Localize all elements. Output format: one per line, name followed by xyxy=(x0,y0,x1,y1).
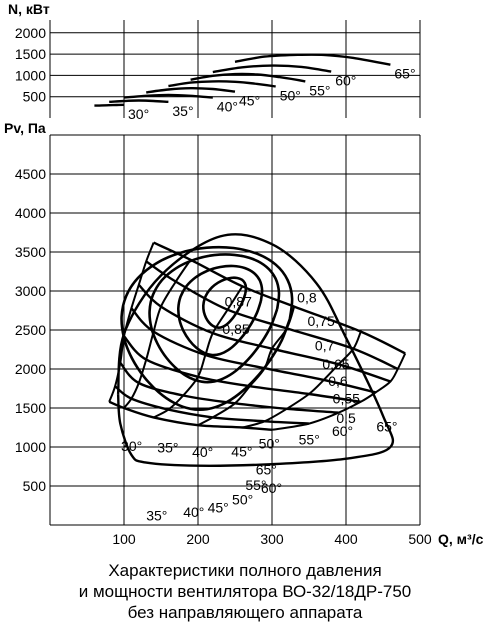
pressure-mesh-ray xyxy=(153,285,244,419)
pressure-envelope xyxy=(116,233,395,467)
efficiency-label: 0,55 xyxy=(333,390,360,406)
pressure-x-tick-label: 100 xyxy=(112,531,136,547)
power-ticks: 500 1000 1500 2000 xyxy=(15,25,46,105)
chart-caption: Характеристики полного давления и мощнос… xyxy=(0,560,490,623)
caption-line-1: Характеристики полного давления xyxy=(108,561,382,580)
pressure-mesh-ray xyxy=(108,242,155,403)
efficiency-label: 0,65 xyxy=(322,356,349,372)
blade-angle-label: 35° xyxy=(146,507,167,523)
power-curve-label: 35° xyxy=(172,103,193,119)
power-curve-label: 65° xyxy=(394,66,415,82)
power-curves xyxy=(94,53,391,107)
blade-angle-label: 50° xyxy=(232,491,253,507)
pressure-ticks: 500 1000 1500 2000 2500 3000 3500 4000 4500 100 20… xyxy=(15,166,432,547)
pressure-angle-labels: 30° 35° 40° 45° 50° 55°60° 65°35° 40° 45°50°55°6… xyxy=(121,418,397,523)
power-plot: 500 1000 1500 2000 30° 35° 40° 45° 50° 55° 60° 65°… xyxy=(8,1,421,122)
blade-angle-label: 35° xyxy=(157,439,178,455)
power-curve xyxy=(146,86,236,94)
pressure-x-tick-label: 300 xyxy=(260,531,284,547)
power-curve xyxy=(190,72,306,83)
pressure-y-tick-label: 1000 xyxy=(15,439,46,455)
efficiency-label: 0,7 xyxy=(315,337,335,353)
pressure-mesh-ray xyxy=(123,259,192,409)
efficiency-contours xyxy=(120,245,294,412)
power-curve-label: 60° xyxy=(335,73,356,89)
efficiency-labels: 0,87 0,85 0,8 0,75 0,7 0,650,60,55 0,5 xyxy=(222,290,360,426)
blade-angle-label: 30° xyxy=(121,438,142,454)
blade-angle-label: 50° xyxy=(259,436,280,452)
power-curve-label: 45° xyxy=(239,93,260,109)
efficiency-label: 0,85 xyxy=(222,321,249,337)
power-y-tick-label: 1000 xyxy=(15,67,46,83)
power-angle-labels: 30° 35° 40° 45° 50° 55° 60° 65° xyxy=(128,66,416,122)
pressure-mesh-ray xyxy=(271,352,407,431)
efficiency-label: 0,8 xyxy=(297,290,317,306)
power-curve xyxy=(109,99,169,103)
power-curve xyxy=(94,103,125,107)
power-curve-label: 55° xyxy=(309,82,330,98)
blade-angle-label: 65° xyxy=(376,418,397,434)
blade-angle-label: 65° xyxy=(256,461,277,477)
pressure-x-axis-title: Q, м³/с xyxy=(438,531,484,547)
efficiency-label: 0,87 xyxy=(225,294,252,310)
pressure-y-tick-label: 4500 xyxy=(15,166,46,182)
power-axis-title: N, кВт xyxy=(8,1,50,17)
pressure-blade-curve xyxy=(153,241,406,355)
blade-angle-label: 60° xyxy=(332,423,353,439)
pressure-blade-curve xyxy=(119,361,339,414)
power-curve xyxy=(234,53,391,66)
pressure-x-tick-label: 500 xyxy=(408,531,432,547)
pressure-y-tick-label: 4000 xyxy=(15,205,46,221)
power-grid xyxy=(49,20,421,118)
power-curve-label: 50° xyxy=(280,87,301,103)
pressure-y-tick-label: 500 xyxy=(23,478,47,494)
pressure-y-tick-label: 2500 xyxy=(15,322,46,338)
pressure-blade-curve xyxy=(137,283,391,383)
power-curve-label: 40° xyxy=(217,99,238,115)
power-curve xyxy=(123,93,213,99)
power-y-tick-label: 1500 xyxy=(15,46,46,62)
caption-line-3: без направляющего аппарата xyxy=(127,603,363,622)
pressure-y-tick-label: 1500 xyxy=(15,400,46,416)
blade-angle-label: 60° xyxy=(261,480,282,496)
pressure-y-axis-title: Pv, Па xyxy=(4,120,46,136)
pressure-y-tick-label: 3000 xyxy=(15,283,46,299)
pressure-blade-curve xyxy=(123,335,361,403)
power-y-tick-label: 500 xyxy=(23,89,47,105)
power-curve xyxy=(212,64,332,74)
power-curve-label: 30° xyxy=(128,106,149,122)
pressure-plot: 500 1000 1500 2000 2500 3000 3500 4000 4500 100 20… xyxy=(4,120,484,547)
power-y-tick-label: 2000 xyxy=(15,25,46,41)
blade-angle-label: 40° xyxy=(192,444,213,460)
pressure-grid xyxy=(49,134,421,526)
blade-angle-label: 45° xyxy=(208,500,229,516)
caption-line-2: и мощности вентилятора ВО-32/18ДР-750 xyxy=(78,582,412,601)
pressure-blade-curve xyxy=(114,385,310,425)
blade-angle-label: 40° xyxy=(183,504,204,520)
pressure-y-tick-label: 3500 xyxy=(15,244,46,260)
power-curve xyxy=(168,80,276,88)
pressure-y-tick-label: 2000 xyxy=(15,361,46,377)
efficiency-label: 0,6 xyxy=(328,373,348,389)
efficiency-label: 0,75 xyxy=(308,313,335,329)
efficiency-contour xyxy=(176,264,264,357)
efficiency-label: 0,5 xyxy=(336,410,356,426)
blade-angle-label: 55° xyxy=(245,477,266,493)
efficiency-contour xyxy=(120,245,294,412)
efficiency-contour xyxy=(201,276,248,329)
pressure-x-tick-label: 200 xyxy=(186,531,210,547)
blade-angle-label: 45° xyxy=(231,443,252,459)
pressure-blade-curve xyxy=(145,260,399,371)
pressure-x-tick-label: 400 xyxy=(334,531,358,547)
blade-angle-label: 55° xyxy=(299,432,320,448)
efficiency-contour xyxy=(148,253,281,384)
